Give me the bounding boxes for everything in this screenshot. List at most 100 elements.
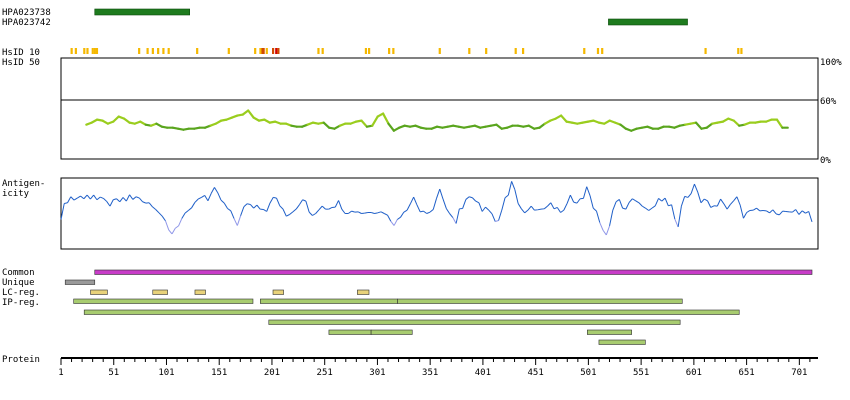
hsid10-mark (162, 48, 165, 54)
hsid10-mark (468, 48, 471, 54)
antigenicity-segment (641, 205, 646, 209)
identity-tick-60: 60% (820, 97, 837, 107)
hsid10-mark (262, 48, 265, 54)
track-segment (64, 279, 96, 285)
axis-tick-label: 451 (528, 368, 544, 378)
antigenicity-segment (371, 212, 375, 214)
antigenicity-segment (697, 191, 702, 203)
antigenicity-segment (478, 202, 483, 212)
hsid10-marks (70, 48, 743, 54)
antigenicity-segment (256, 204, 261, 210)
antigenicity-segment (390, 220, 395, 226)
antigenicity-segment (612, 201, 617, 211)
antigenicity-label-line-1: Antigen- (2, 179, 45, 189)
identity-segment (381, 112, 390, 125)
identity-segment (694, 121, 703, 130)
antigenicity-segment (80, 195, 85, 200)
track-segment (90, 289, 108, 295)
antigenicity-segment (279, 205, 284, 210)
antigenicity-segment (729, 200, 735, 205)
antigenicity-segment (416, 204, 421, 213)
axis-tick-label: 301 (369, 368, 385, 378)
track-segment (152, 289, 168, 295)
antigenicity-segment (469, 196, 473, 199)
antigenicity-segment (93, 194, 98, 201)
antigenicity-segment (462, 199, 467, 209)
track-label-ip-reg: IP-reg. (2, 298, 40, 308)
antigenicity-segment (605, 225, 611, 236)
identity-segment (371, 115, 379, 127)
antigenicity-segment (439, 188, 444, 200)
track-segment (370, 329, 413, 335)
antigenicity-segment (808, 211, 813, 223)
antigenicity-segment (220, 199, 225, 204)
antigenicity-segment (511, 181, 516, 190)
antigenicity-segment (576, 198, 581, 204)
antigenicity-segment (312, 213, 316, 216)
antigenicity-segment (148, 202, 153, 208)
antigenicity-segment (550, 202, 555, 210)
antigenicity-segment (165, 220, 170, 231)
antigenicity-segment (142, 201, 147, 204)
hsid10-mark (321, 48, 324, 54)
antigenicity-segment (716, 198, 722, 207)
antigenicity-segment (524, 209, 529, 214)
antigenicity-segment (645, 207, 650, 211)
antigenicity-segment (432, 198, 437, 210)
antigenicity-segment (247, 203, 251, 205)
hsid10-mark (227, 48, 230, 54)
antigenicity-segment (178, 218, 183, 227)
hsid10-mark (596, 48, 600, 54)
antigenicity-segment (197, 196, 202, 200)
hsid10-mark (167, 48, 170, 54)
identity-series (85, 109, 789, 132)
antigenicity-segment (357, 211, 362, 214)
identity-segment (705, 122, 714, 129)
antigenicity-segment (769, 209, 774, 214)
identity-segment (322, 121, 331, 129)
antigenicity-segment (710, 205, 715, 208)
antigenicity-segment (315, 209, 320, 214)
hsid10-mark (367, 48, 371, 54)
hsid10-mark (275, 48, 278, 54)
hsid10-mark (392, 48, 395, 54)
antigenicity-label-line-2: icity (2, 189, 30, 199)
antigenicity-segment (563, 203, 568, 211)
axis-tick-label: 1 (58, 368, 63, 378)
antigenicity-segment (622, 207, 627, 210)
antigenicity-segment (700, 198, 705, 204)
antigenicity-segment (501, 197, 506, 211)
axis-tick-label: 501 (580, 368, 596, 378)
identity-segment (560, 114, 568, 123)
axis-tick-label: 401 (475, 368, 491, 378)
hsid10-mark (583, 48, 586, 54)
hsid10-mark (601, 48, 604, 54)
antigenicity-segment (230, 210, 235, 219)
antigenicity-segment (214, 187, 219, 193)
antigenicity-segment (429, 209, 434, 213)
antigenicity-segment (420, 210, 424, 213)
antigenicity-segment (455, 208, 460, 224)
hsid10-mark (83, 48, 86, 54)
antigenicity-segment (625, 202, 630, 210)
antigenicity-segment (495, 220, 499, 223)
hsid10-mark (74, 48, 77, 54)
antigenicity-segment (556, 207, 561, 213)
identity-segment (112, 115, 120, 123)
antigenicity-segment (517, 203, 522, 210)
antigenicity-segment (589, 195, 594, 209)
antigenicity-segment (693, 183, 699, 193)
antigenicity-segment (668, 204, 672, 207)
antigenicity-segment (302, 199, 307, 202)
antigenicity-segment (318, 205, 323, 211)
antigenicity-segment (628, 198, 633, 203)
antigenicity-segment (491, 213, 496, 222)
antigenicity-segment (635, 200, 640, 204)
antigenicity-segment (547, 202, 552, 207)
identity-segment (387, 122, 395, 132)
track-segment (357, 289, 370, 295)
antigenicity-segment (674, 218, 679, 228)
antigenicity-segment (393, 219, 398, 226)
axis-tick-label: 651 (738, 368, 754, 378)
